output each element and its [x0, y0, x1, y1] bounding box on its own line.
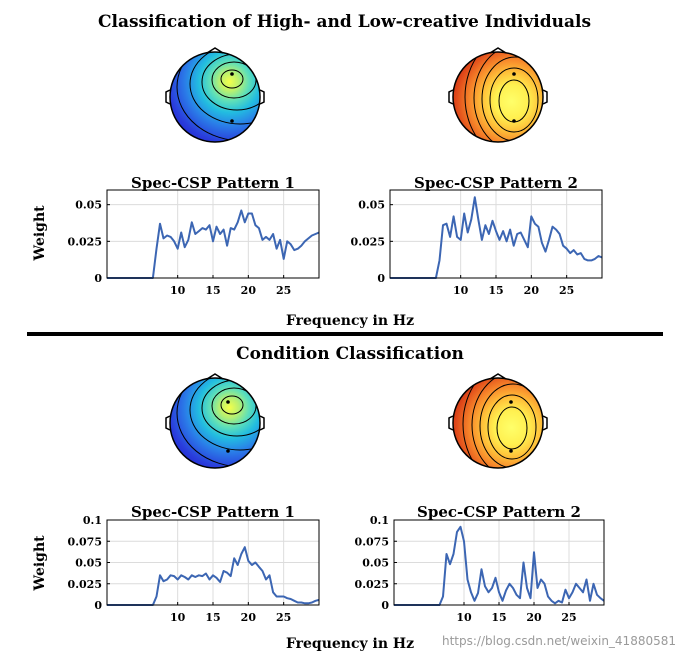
chart-section1-pattern2: 10 15 20 25 0 0.025 0.05 Spec-CSP Pattern 2	[351, 174, 603, 297]
chart-section1-pattern1: 10 15 20 25 0 0.025 0.05 Spec-CSP Pattern 1	[68, 174, 320, 297]
watermark-text: https://blog.csdn.net/weixin_41880581	[442, 634, 676, 648]
chart-title: Spec-CSP Pattern 2	[414, 174, 578, 192]
x-tick-label: 15	[488, 284, 503, 297]
x-tick-label: 15	[205, 284, 220, 297]
section-1-heading: Classification of High- and Low-creative…	[98, 12, 591, 32]
x-tick-label: 10	[453, 284, 469, 297]
y-tick-label: 0.025	[351, 235, 385, 248]
chart-title: Spec-CSP Pattern 1	[131, 174, 295, 192]
y-tick-label: 0	[381, 599, 389, 612]
section-1-xlabel: Frequency in Hz	[286, 313, 414, 329]
y-tick-label: 0.025	[355, 578, 389, 591]
topomap-blue	[165, 373, 265, 469]
x-tick-label: 20	[524, 284, 540, 297]
section-divider	[27, 332, 663, 336]
topomap-red	[448, 373, 548, 469]
chart-section2-pattern1: 10 15 20 25 0 0.025 0.05 0.075 0.1 Spec-CSP Patte…	[68, 503, 320, 624]
series-line	[107, 546, 320, 606]
y-tick-label: 0	[377, 272, 385, 285]
y-tick-label: 0.05	[358, 199, 385, 212]
chart-title: Spec-CSP Pattern 1	[131, 503, 295, 521]
y-tick-label: 0.075	[68, 535, 102, 548]
x-tick-label: 10	[456, 611, 472, 624]
y-tick-label: 0.025	[68, 578, 102, 591]
x-tick-label: 20	[241, 284, 257, 297]
x-tick-label: 15	[491, 611, 506, 624]
x-tick-label: 25	[276, 284, 291, 297]
section-2-xlabel: Frequency in Hz	[286, 636, 414, 652]
section-1-ylabel: Weight	[32, 205, 48, 262]
x-tick-label: 10	[170, 611, 186, 624]
x-tick-label: 25	[561, 611, 576, 624]
x-tick-label: 20	[241, 611, 257, 624]
series-line	[390, 196, 603, 279]
series-line	[394, 525, 605, 606]
y-tick-label: 0.025	[68, 235, 102, 248]
x-tick-label: 20	[526, 611, 542, 624]
y-tick-label: 0	[94, 272, 102, 285]
y-tick-label: 0	[94, 599, 102, 612]
topomap-red	[448, 47, 548, 143]
y-tick-label: 0.1	[370, 514, 389, 527]
y-tick-label: 0.075	[355, 535, 389, 548]
x-tick-label: 10	[170, 284, 186, 297]
series-line	[107, 209, 320, 279]
y-tick-label: 0.05	[75, 557, 102, 570]
section-2-heading: Condition Classification	[236, 344, 464, 364]
x-tick-label: 25	[276, 611, 291, 624]
x-tick-label: 15	[205, 611, 220, 624]
section-2-ylabel: Weight	[32, 535, 48, 592]
chart-title: Spec-CSP Pattern 2	[417, 503, 581, 521]
y-tick-label: 0.1	[83, 514, 102, 527]
topomap-blue	[165, 47, 265, 143]
y-tick-label: 0.05	[362, 557, 389, 570]
y-tick-label: 0.05	[75, 199, 102, 212]
chart-section2-pattern2: 10 15 20 25 0 0.025 0.05 0.075 0.1 Spec-CSP Patte…	[355, 503, 605, 624]
x-tick-label: 25	[559, 284, 574, 297]
